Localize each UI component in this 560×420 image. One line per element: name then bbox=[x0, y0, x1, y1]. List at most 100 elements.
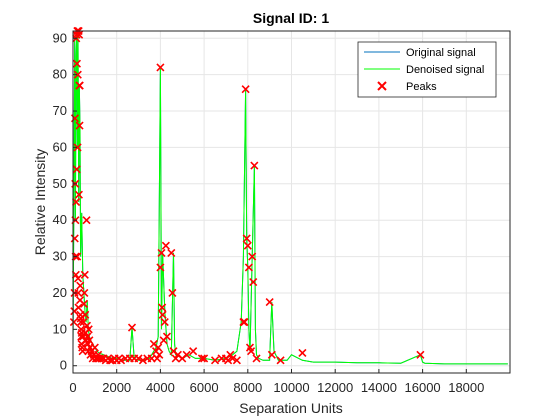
peak-marker bbox=[224, 356, 233, 365]
peak-marker bbox=[75, 81, 84, 90]
peak-marker bbox=[69, 317, 78, 327]
peak-marker bbox=[157, 248, 166, 258]
peak-marker bbox=[197, 354, 206, 363]
peak-marker bbox=[171, 354, 180, 363]
peak-marker bbox=[80, 288, 89, 298]
peak-marker bbox=[241, 85, 250, 94]
peak-marker bbox=[226, 350, 235, 359]
peak-marker bbox=[252, 354, 261, 363]
peak-marker bbox=[248, 252, 257, 261]
x-tick-label-8: 16000 bbox=[405, 380, 441, 395]
peak-marker bbox=[168, 288, 177, 298]
x-tick-label-9: 18000 bbox=[448, 380, 484, 395]
peak-marker bbox=[160, 317, 169, 327]
chart-title: Signal ID: 1 bbox=[253, 10, 329, 26]
y-axis-label: Relative Intensity bbox=[32, 149, 48, 256]
peak-marker bbox=[249, 277, 258, 287]
y-tick-label-3: 30 bbox=[53, 249, 67, 264]
peak-marker bbox=[240, 317, 249, 327]
peak-marker bbox=[154, 343, 163, 352]
x-tick-label-3: 6000 bbox=[190, 380, 219, 395]
peak-marker bbox=[298, 348, 307, 358]
peak-marker bbox=[158, 303, 167, 312]
peak-marker bbox=[250, 161, 259, 170]
peak-marker bbox=[71, 197, 81, 207]
peak-marker bbox=[189, 347, 198, 356]
peak-marker bbox=[73, 70, 82, 79]
peak-marker bbox=[74, 190, 83, 199]
peak-marker bbox=[97, 354, 106, 363]
peak-marker bbox=[74, 303, 83, 312]
legend: Original signal Denoised signal Peaks bbox=[357, 41, 497, 98]
peak-marker bbox=[84, 325, 93, 334]
legend-label-denoised: Denoised signal bbox=[406, 64, 484, 76]
y-tick-label-6: 60 bbox=[53, 139, 67, 154]
peak-marker bbox=[155, 350, 164, 359]
peak-marker bbox=[156, 63, 165, 72]
y-ticks: 0 10 20 30 40 50 60 70 80 90 bbox=[53, 30, 77, 373]
y-tick-label-1: 10 bbox=[53, 321, 67, 336]
x-tick-label-1: 2000 bbox=[102, 380, 131, 395]
y-tick-label-7: 70 bbox=[53, 103, 67, 118]
y-tick-label-2: 20 bbox=[53, 285, 67, 300]
x-tick-label-7: 14000 bbox=[361, 380, 397, 395]
legend-swatch-peaks bbox=[377, 81, 387, 91]
peak-marker bbox=[243, 241, 252, 250]
peak-marker bbox=[82, 216, 91, 225]
denoised-signal-line bbox=[72, 30, 508, 365]
x-axis-label: Separation Units bbox=[239, 400, 343, 416]
peak-marker bbox=[156, 263, 165, 272]
peak-marker bbox=[72, 59, 81, 68]
legend-label-peaks: Peaks bbox=[406, 81, 437, 93]
y-tick-label-8: 80 bbox=[53, 67, 67, 82]
x-tick-label-2: 4000 bbox=[146, 380, 175, 395]
peak-marker bbox=[74, 288, 83, 298]
peak-marker bbox=[210, 356, 220, 365]
y-tick-label-4: 40 bbox=[53, 212, 67, 227]
peak-marker bbox=[76, 317, 85, 327]
peak-marker bbox=[242, 234, 251, 243]
peak-marker bbox=[158, 310, 167, 319]
x-ticks: 0 2000 4000 6000 8000 10000 12000 14000 16000 180… bbox=[69, 369, 484, 395]
y-tick-label-9: 90 bbox=[53, 30, 67, 45]
peak-marker bbox=[134, 354, 143, 363]
peak-marker bbox=[200, 354, 209, 363]
series-layer bbox=[72, 30, 508, 365]
peak-marker bbox=[81, 310, 90, 319]
y-tick-label-0: 0 bbox=[60, 358, 67, 373]
peak-marker bbox=[247, 347, 256, 356]
peak-marker bbox=[71, 270, 80, 279]
peak-marker bbox=[167, 248, 176, 258]
peak-marker bbox=[90, 343, 99, 352]
peak-marker bbox=[276, 356, 285, 365]
x-tick-label-5: 10000 bbox=[273, 380, 309, 395]
peak-marker bbox=[106, 356, 115, 365]
x-tick-label-0: 0 bbox=[69, 380, 76, 395]
peak-marker bbox=[73, 143, 82, 152]
peak-marker bbox=[117, 356, 126, 365]
peak-marker bbox=[85, 336, 94, 345]
peaks-layer bbox=[69, 26, 425, 365]
y-tick-label-5: 50 bbox=[53, 176, 67, 191]
peak-marker bbox=[161, 241, 170, 250]
peak-marker bbox=[138, 356, 147, 365]
x-tick-label-4: 8000 bbox=[233, 380, 262, 395]
peak-marker bbox=[244, 263, 253, 272]
peak-marker bbox=[72, 165, 81, 174]
peak-marker bbox=[265, 297, 274, 307]
peak-marker bbox=[232, 356, 241, 365]
peak-marker bbox=[182, 350, 191, 359]
peak-marker bbox=[73, 252, 82, 261]
peak-marker bbox=[267, 350, 276, 359]
peak-marker bbox=[79, 299, 88, 308]
peak-marker bbox=[416, 350, 425, 359]
peak-marker bbox=[153, 354, 162, 363]
peak-marker bbox=[73, 274, 83, 283]
peak-marker bbox=[75, 121, 84, 130]
legend-label-original: Original signal bbox=[406, 47, 476, 59]
peak-marker bbox=[76, 281, 85, 290]
x-tick-label-6: 12000 bbox=[317, 380, 353, 395]
peak-marker bbox=[80, 270, 89, 279]
peak-marker bbox=[228, 354, 237, 363]
